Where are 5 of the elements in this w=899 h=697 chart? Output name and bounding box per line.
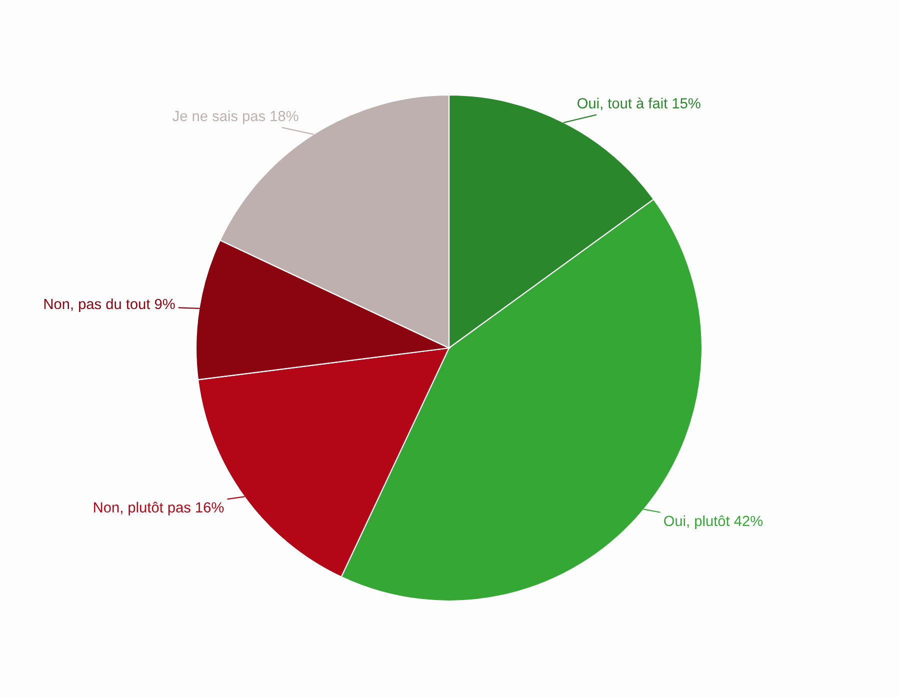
slice-label: Non, pas du tout 9% — [44, 298, 175, 312]
slice-label: Oui, tout à fait 15% — [578, 98, 700, 110]
slice-label: Oui, plutôt 42% — [664, 515, 763, 529]
slice-label: Non, plutôt pas 16% — [94, 502, 224, 516]
slice-label: Je ne sais pas 18% — [172, 110, 298, 124]
